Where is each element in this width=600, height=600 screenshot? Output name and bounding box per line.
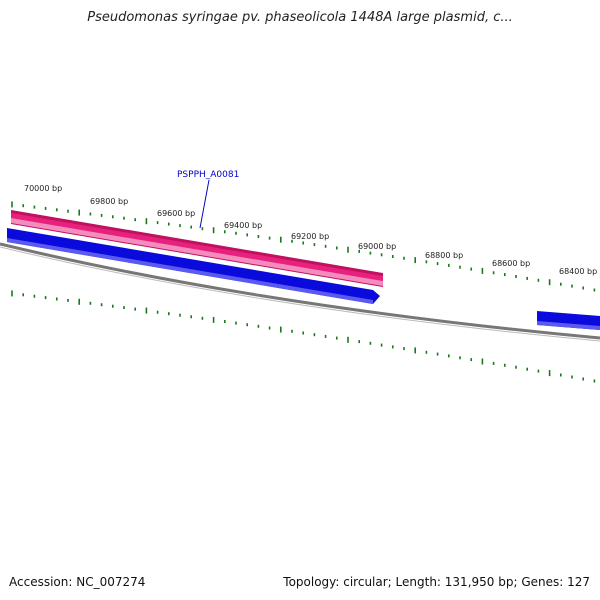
backbone-arc [0,242,600,340]
feature-label-leader [199,179,210,229]
ruler-label: 69800 bp [90,197,128,206]
ruler-label: 69000 bp [358,242,396,251]
ruler-label: 70000 bp [24,184,62,193]
gene-pspph-a0081[interactable] [11,210,383,287]
ruler-label: 69600 bp [157,209,195,218]
feature-label[interactable]: PSPPH_A0081 [177,170,239,180]
inner-ruler-ticks [11,290,596,383]
accession-text: Accession: NC_007274 [9,575,146,589]
map-title: Pseudomonas syringae pv. phaseolicola 14… [87,10,513,25]
ruler-label: 69200 bp [291,232,329,241]
ruler-label: 68400 bp [559,267,597,276]
backbone-arc-shadow [0,246,600,342]
ruler-label: 68800 bp [425,251,463,260]
ruler-label: 69400 bp [224,221,262,230]
stats-text: Topology: circular; Length: 131,950 bp; … [283,575,590,589]
gene-reverse-1[interactable] [7,228,380,304]
gene-reverse-2[interactable] [537,311,600,330]
outer-ruler-ticks [11,201,596,292]
ruler-label: 68600 bp [492,259,530,268]
